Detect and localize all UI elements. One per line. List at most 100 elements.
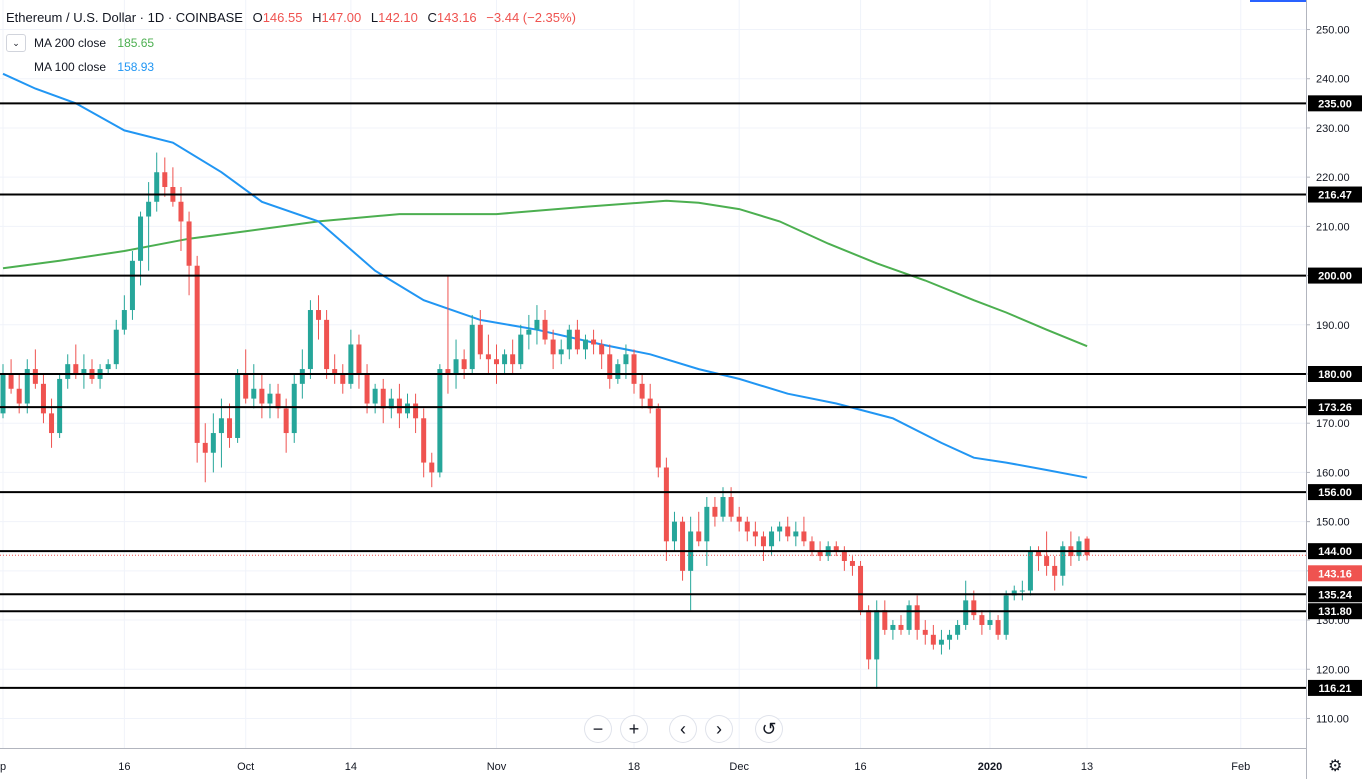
- candle: [647, 383, 653, 414]
- candle: [631, 349, 637, 394]
- candle: [566, 324, 572, 360]
- zoom-in-button[interactable]: +: [621, 716, 647, 742]
- candle: [1036, 546, 1042, 571]
- candle-body: [736, 516, 742, 522]
- candle-body: [146, 201, 152, 217]
- x-tick-label: p: [0, 761, 6, 773]
- candle: [1068, 531, 1074, 566]
- candle-body: [510, 354, 516, 365]
- zoom-out-button[interactable]: −: [585, 716, 611, 742]
- candle-body: [0, 374, 6, 414]
- ma200-legend[interactable]: MA 200 close 185.65: [6, 36, 154, 50]
- candle: [24, 359, 30, 414]
- candle-body: [728, 497, 734, 517]
- candle-body: [307, 310, 313, 370]
- level-price-label: 216.47: [1318, 190, 1352, 202]
- collapse-legend-button[interactable]: ⌄: [6, 34, 26, 52]
- ma100-legend[interactable]: MA 100 close 158.93: [6, 60, 154, 74]
- candle: [510, 339, 516, 374]
- candle: [534, 305, 540, 345]
- candle-body: [73, 364, 79, 374]
- candle: [947, 629, 953, 650]
- candle: [866, 605, 872, 670]
- candle-body: [186, 221, 192, 266]
- candle: [210, 413, 216, 473]
- candle-body: [518, 334, 524, 365]
- x-tick-label: Oct: [237, 761, 254, 773]
- candle-body: [858, 565, 864, 611]
- candle-body: [413, 403, 419, 419]
- candle: [49, 398, 55, 448]
- reset-chart-button[interactable]: ↺: [756, 716, 782, 742]
- candle: [477, 310, 483, 360]
- candle-body: [105, 364, 111, 370]
- level-price-label: 116.21: [1318, 683, 1351, 695]
- candle-body: [639, 383, 645, 399]
- level-price-label-bg: [1308, 586, 1362, 603]
- y-tick-label: 160.00: [1316, 467, 1350, 479]
- settings-icon[interactable]: ⚙: [1328, 758, 1343, 775]
- candle: [485, 334, 491, 374]
- candle-body: [218, 418, 224, 434]
- candle: [785, 516, 791, 542]
- candle: [1019, 580, 1025, 601]
- candle-body: [57, 378, 63, 434]
- candle: [995, 615, 1001, 640]
- candles: [0, 152, 1090, 689]
- y-tick-label: 150.00: [1316, 517, 1350, 529]
- candle: [396, 383, 402, 429]
- candle-body: [485, 354, 491, 360]
- x-tick-label: Nov: [487, 761, 507, 773]
- candle-body: [380, 388, 386, 409]
- candle: [227, 403, 233, 448]
- scroll-left-button[interactable]: ‹: [670, 716, 696, 742]
- candle-body: [227, 418, 233, 438]
- candle: [680, 516, 686, 581]
- last-price-label: 143.16: [1318, 568, 1352, 580]
- candle: [243, 349, 249, 404]
- candle: [291, 374, 297, 443]
- candle: [752, 521, 758, 547]
- candle-body: [1019, 590, 1025, 592]
- level-price-label-bg: [1308, 484, 1362, 501]
- level-price-label: 131.80: [1318, 606, 1352, 618]
- candle-body: [526, 329, 532, 335]
- candle: [178, 187, 184, 251]
- scroll-right-button[interactable]: ›: [706, 716, 732, 742]
- candle: [874, 600, 880, 689]
- candle-body: [760, 536, 766, 547]
- candle: [65, 354, 71, 389]
- level-price-label-bg: [1308, 679, 1362, 696]
- y-tick-label: 120.00: [1316, 664, 1350, 676]
- symbol-title: Ethereum / U.S. Dollar · 1D · COINBASE: [6, 10, 243, 25]
- horizontal-levels[interactable]: [0, 102, 1306, 689]
- candle-body: [930, 634, 936, 645]
- candle-body: [938, 639, 944, 645]
- candle-body: [550, 339, 556, 355]
- candle: [574, 319, 580, 355]
- candle-body: [1036, 551, 1042, 557]
- candle-body: [275, 393, 281, 409]
- symbol-legend: Ethereum / U.S. Dollar · 1D · COINBASE O…: [6, 10, 576, 25]
- candle: [356, 334, 362, 389]
- candle-body: [785, 526, 791, 537]
- candle-body: [922, 629, 928, 635]
- candle: [259, 374, 265, 419]
- candle-body: [647, 398, 653, 409]
- candle: [32, 349, 38, 389]
- candle-body: [202, 442, 208, 453]
- candle: [914, 595, 920, 640]
- candle: [841, 546, 847, 571]
- candle: [518, 324, 524, 370]
- candle-body: [534, 319, 540, 330]
- candle: [105, 359, 111, 374]
- candle: [81, 354, 87, 389]
- candle: [1044, 531, 1050, 576]
- candle: [542, 310, 548, 345]
- candle-body: [24, 369, 30, 404]
- candle-body: [809, 541, 815, 552]
- candle-body: [599, 344, 605, 355]
- candle: [275, 383, 281, 419]
- candle: [348, 329, 354, 389]
